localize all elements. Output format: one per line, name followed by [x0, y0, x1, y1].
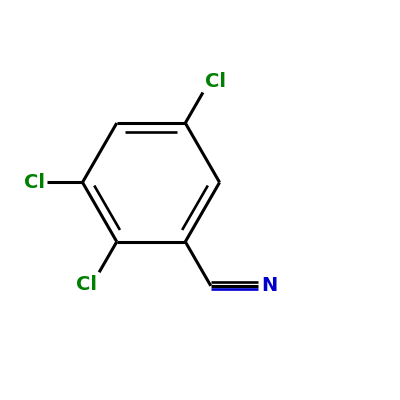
Text: N: N [261, 276, 277, 295]
Text: Cl: Cl [205, 72, 226, 90]
Text: Cl: Cl [76, 275, 97, 294]
Text: Cl: Cl [24, 173, 45, 192]
